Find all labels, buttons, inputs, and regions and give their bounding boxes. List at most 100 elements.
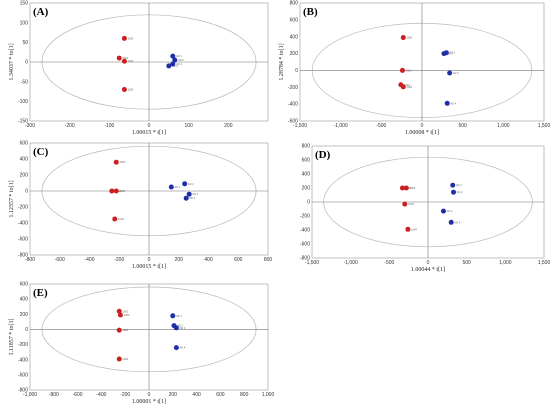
point-label: AD 1 xyxy=(176,54,182,58)
score-point xyxy=(112,216,118,222)
score-point xyxy=(173,345,179,351)
y-tick-label: 0 xyxy=(307,200,310,206)
point-label: 1002 xyxy=(124,313,130,317)
point-label: 1004 xyxy=(118,217,124,221)
x-tick-label: 1,000 xyxy=(497,123,510,129)
panel-letter: (C) xyxy=(33,146,49,158)
y-axis-label: 1.34037 * to[1] xyxy=(9,43,15,80)
x-tick-label: 600 xyxy=(216,392,225,398)
y-tick-label: 0 xyxy=(295,68,298,74)
x-tick-label: 200 xyxy=(175,257,184,263)
point-label: AD 4 xyxy=(180,346,186,350)
y-tick-label: -400 xyxy=(18,357,28,363)
y-tick-label: 600 xyxy=(20,141,29,147)
y-tick-label: 0 xyxy=(25,327,28,333)
panel-1: -300 -200 -100 0 100 200 -150 -100 -50 0 50 100 150 1… xyxy=(9,1,269,136)
score-point xyxy=(121,87,127,93)
point-label: 1001 xyxy=(406,68,412,72)
score-point xyxy=(170,313,176,319)
score-point xyxy=(170,53,176,59)
x-tick-label: -200 xyxy=(120,392,130,398)
point-label: 1003 xyxy=(408,202,414,206)
x-axis-label: 1.00044 * t[1] xyxy=(411,267,445,273)
panel-letter: (E) xyxy=(33,287,48,299)
score-point xyxy=(448,219,454,225)
y-tick-label: -600 xyxy=(18,372,28,378)
x-tick-label: -1,500 xyxy=(305,260,319,266)
score-point xyxy=(399,67,405,73)
x-tick-label: -600 xyxy=(55,257,65,263)
point-label: AD 1 xyxy=(175,185,181,189)
point-label: 1003 xyxy=(122,328,128,332)
x-tick-label: 500 xyxy=(462,260,471,266)
x-tick-label: -800 xyxy=(25,257,35,263)
point-label: AD 3 xyxy=(447,209,453,213)
x-tick-label: 0 xyxy=(148,392,151,398)
point-label: 1003 xyxy=(406,85,412,89)
y-tick-label: 100 xyxy=(20,20,29,26)
y-tick-label: -400 xyxy=(18,221,28,227)
score-point xyxy=(400,84,406,90)
point-label: AD 2 xyxy=(178,58,184,62)
x-tick-label: -1,500 xyxy=(293,123,307,129)
x-tick-label: 0 xyxy=(427,260,430,266)
x-tick-label: 1,500 xyxy=(538,260,550,266)
score-point xyxy=(450,182,456,188)
x-tick-label: -1,000 xyxy=(344,260,358,266)
x-tick-label: -400 xyxy=(96,392,106,398)
y-tick-label: 200 xyxy=(20,312,29,318)
x-tick-label: 0 xyxy=(148,123,151,129)
x-tick-label: 400 xyxy=(192,392,201,398)
x-tick-label: -200 xyxy=(65,123,75,129)
score-point xyxy=(172,57,178,63)
point-label: 1001 xyxy=(122,56,128,60)
y-tick-label: -100 xyxy=(18,99,28,105)
point-label: 1004 xyxy=(404,83,410,87)
score-point xyxy=(173,325,179,331)
score-point xyxy=(400,35,406,41)
x-tick-label: -500 xyxy=(384,260,394,266)
x-tick-label: -100 xyxy=(104,123,114,129)
point-label: AD 4 xyxy=(450,101,456,105)
x-tick-label: 0 xyxy=(421,123,424,129)
y-tick-label: 400 xyxy=(290,34,299,40)
y-tick-label: -50 xyxy=(21,79,28,85)
y-tick-label: 200 xyxy=(20,173,29,179)
panel-4: -1,500 -1,000 -500 0 500 1,000 1,500 -800 -600 -4… xyxy=(300,144,550,273)
point-label: AD 3 xyxy=(192,192,198,196)
y-tick-label: -400 xyxy=(288,102,298,108)
point-label: AD 1 xyxy=(176,314,182,318)
y-tick-label: -600 xyxy=(300,242,310,248)
y-tick-label: 400 xyxy=(20,157,29,163)
panel-2: -1,500 -1,000 -500 0 500 1,000 1,500 -600 -400 -2… xyxy=(279,1,550,136)
y-tick-label: -200 xyxy=(300,214,310,220)
score-point xyxy=(403,185,409,191)
y-tick-label: -600 xyxy=(18,237,28,243)
y-tick-label: -400 xyxy=(300,228,310,234)
point-label: AD 2 xyxy=(188,182,194,186)
y-tick-label: 600 xyxy=(302,158,311,164)
y-tick-label: -150 xyxy=(18,119,28,125)
y-axis-label: 1.11857 * to[1] xyxy=(9,319,15,356)
score-point xyxy=(405,226,411,232)
y-tick-label: -200 xyxy=(18,205,28,211)
x-tick-label: 400 xyxy=(204,257,213,263)
point-label: 1001 xyxy=(119,160,125,164)
point-label: 1002 xyxy=(128,88,134,92)
y-axis-label: 1.28784 * to[1] xyxy=(279,43,285,80)
point-label: 1003 xyxy=(119,189,125,193)
y-tick-label: -800 xyxy=(18,253,28,259)
point-label: 1001 xyxy=(122,309,128,313)
x-tick-label: 0 xyxy=(148,257,151,263)
score-point xyxy=(182,181,188,187)
x-axis-label: 1.00008 * t[1] xyxy=(405,130,439,136)
x-tick-label: 500 xyxy=(458,123,467,129)
point-label: AD 4 xyxy=(189,196,195,200)
point-label: 1002 xyxy=(410,186,416,190)
score-point xyxy=(109,188,115,194)
x-tick-label: 100 xyxy=(184,123,193,129)
point-label: AD 3 xyxy=(172,64,178,68)
x-tick-label: -500 xyxy=(376,123,386,129)
y-tick-label: 150 xyxy=(20,1,29,7)
y-tick-label: 0 xyxy=(25,189,28,195)
